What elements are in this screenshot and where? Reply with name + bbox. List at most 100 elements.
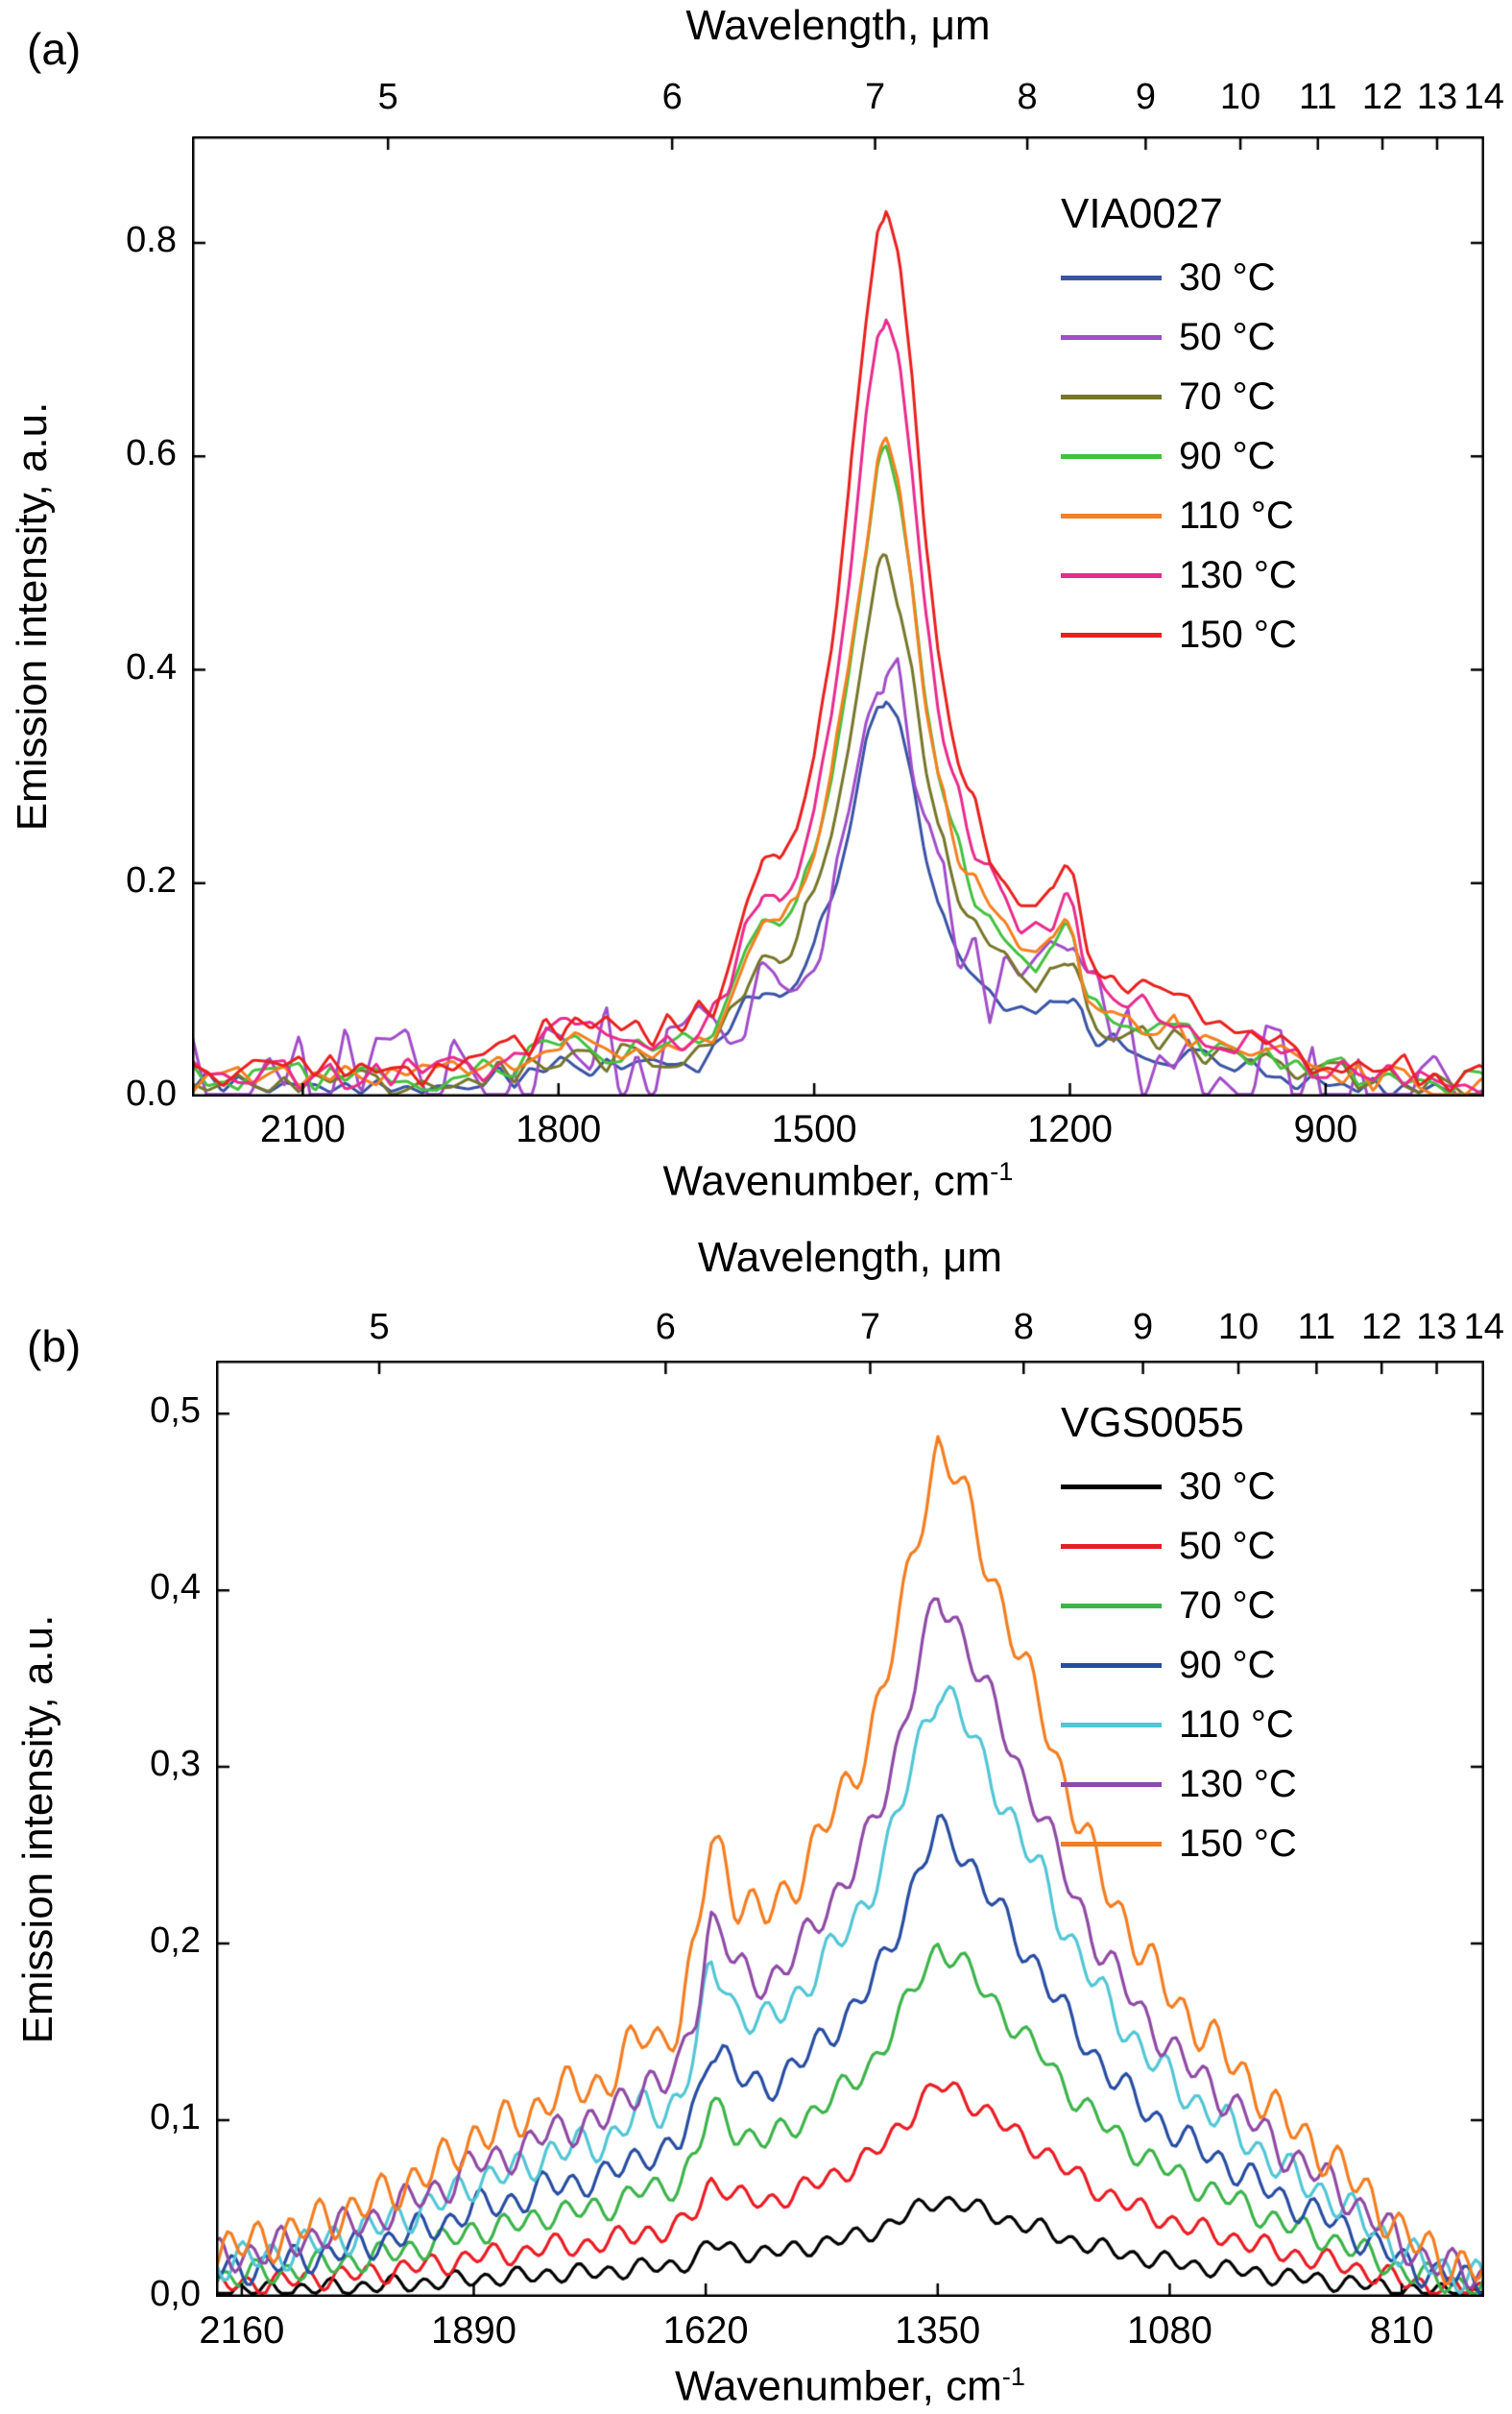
- legend-entry: 90 °C: [1061, 426, 1297, 486]
- legend-a: VIA0027 30 °C 50 °C 70 °C 90 °C 110 °C 130 °C…: [1061, 190, 1297, 664]
- y-tick-label: 0.8: [126, 220, 177, 261]
- legend-entry-label: 70 °C: [1179, 374, 1276, 418]
- top-tick-label: 13: [1416, 1307, 1457, 1347]
- y-tick-label: 0,4: [150, 1567, 201, 1608]
- y-tick-label: 0,1: [150, 2097, 201, 2138]
- top-tick-label: 10: [1219, 77, 1261, 117]
- top-tick-label: 5: [369, 1307, 390, 1347]
- y-tick-label: 0,2: [150, 1920, 201, 1962]
- spectra-plot-a: [192, 136, 1484, 1097]
- top-tick-label: 11: [1299, 77, 1337, 117]
- legend-line-swatch: [1061, 572, 1162, 578]
- legend-entry: 110 °C: [1061, 1695, 1297, 1754]
- y-axis-title-text: Emission intensity, a.u.: [14, 1614, 61, 2043]
- legend-entry: 30 °C: [1061, 1457, 1297, 1516]
- top-tick-label: 6: [661, 77, 683, 117]
- legend-entry: 30 °C: [1061, 248, 1297, 307]
- top-tick-label: 9: [1135, 77, 1156, 117]
- legend-entry-label: 150 °C: [1179, 1822, 1297, 1865]
- panel-b: (b) Wavelength, μm Emission intensity, a…: [0, 1207, 1512, 2414]
- top-tick-label: 7: [864, 77, 886, 117]
- y-tick-label: 0.4: [126, 646, 177, 688]
- legend-line-swatch: [1061, 632, 1162, 638]
- y-axis-title-b: Emission intensity, a.u.: [14, 1614, 62, 2043]
- x-tick-label: 1500: [771, 1108, 857, 1150]
- x-tick-label: 1620: [662, 2309, 749, 2352]
- legend-entry-label: 130 °C: [1179, 553, 1297, 596]
- top-tick-label: 8: [1017, 77, 1038, 117]
- legend-entry: 110 °C: [1061, 486, 1297, 545]
- legend-entry: 130 °C: [1061, 1754, 1297, 1814]
- legend-entry: 70 °C: [1061, 367, 1297, 426]
- top-tick-label: 9: [1133, 1307, 1154, 1347]
- legend-entry: 70 °C: [1061, 1576, 1297, 1635]
- legend-entry-label: 50 °C: [1179, 315, 1276, 358]
- legend-line-swatch: [1061, 1662, 1162, 1668]
- legend-entry-label: 90 °C: [1179, 1643, 1276, 1686]
- x-tick-label: 1350: [895, 2309, 981, 2352]
- x-axis-title-sup: -1: [990, 1156, 1014, 1186]
- x-axis-title-text: Wavenumber, cm: [675, 2362, 1002, 2410]
- x-axis-title-sup: -1: [1001, 2361, 1025, 2391]
- top-tick-label: 8: [1013, 1307, 1034, 1347]
- legend-entry-label: 110 °C: [1179, 494, 1294, 537]
- y-tick-label: 0,0: [150, 2274, 201, 2314]
- top-tick-label: 10: [1217, 1307, 1260, 1347]
- x-tick-label: 1800: [516, 1108, 602, 1150]
- legend-line-swatch: [1061, 1722, 1162, 1727]
- x-tick-label: 1200: [1026, 1108, 1113, 1150]
- y-tick-label: 0,3: [150, 1744, 201, 1785]
- top-tick-label: 7: [859, 1307, 881, 1347]
- top-tick-label: 6: [655, 1307, 676, 1347]
- top-tick-label: 12: [1361, 77, 1404, 117]
- x-tick-label: 1080: [1126, 2309, 1212, 2352]
- legend-entry-label: 30 °C: [1179, 255, 1276, 299]
- legend-entry: 130 °C: [1061, 545, 1297, 605]
- y-tick-label: 0.6: [126, 433, 177, 474]
- legend-title: VGS0055: [1061, 1399, 1244, 1446]
- legend-line-swatch: [1061, 1484, 1162, 1489]
- y-axis-title-text: Emission intensity, a.u.: [9, 401, 56, 832]
- x-tick-label: 2160: [199, 2309, 285, 2352]
- legend-line-swatch: [1061, 394, 1162, 399]
- spectra-plot-b: [216, 1361, 1484, 2297]
- legend-items: 30 °C 50 °C 70 °C 90 °C 110 °C 130 °C 150 °C: [1061, 1457, 1297, 1873]
- y-axis-title-a: Emission intensity, a.u.: [9, 402, 57, 832]
- top-tick-label: 11: [1297, 1307, 1336, 1347]
- x-axis-title-b: Wavenumber, cm-1: [216, 2361, 1484, 2411]
- top-axis-title-a: Wavelength, μm: [192, 2, 1484, 50]
- legend-line-swatch: [1061, 513, 1162, 519]
- top-tick-label: 14: [1463, 1307, 1504, 1347]
- legend-entry: 50 °C: [1061, 307, 1297, 367]
- legend-line-swatch: [1061, 1841, 1162, 1847]
- legend-b: VGS0055 30 °C 50 °C 70 °C 90 °C 110 °C 130 °C…: [1061, 1399, 1297, 1873]
- x-tick-label: 810: [1369, 2309, 1434, 2352]
- panel-a-label: (a): [27, 24, 82, 74]
- top-tick-label: 14: [1463, 77, 1504, 117]
- legend-entry: 150 °C: [1061, 605, 1297, 664]
- legend-entry: 50 °C: [1061, 1516, 1297, 1576]
- legend-entry: 90 °C: [1061, 1635, 1297, 1695]
- legend-entry-label: 110 °C: [1179, 1702, 1294, 1746]
- legend-line-swatch: [1061, 275, 1162, 280]
- legend-entry: 150 °C: [1061, 1814, 1297, 1873]
- panel-b-label: (b): [27, 1321, 82, 1371]
- x-axis-title-a: Wavenumber, cm-1: [192, 1156, 1484, 1206]
- legend-line-swatch: [1061, 1781, 1162, 1787]
- legend-entry-label: 30 °C: [1179, 1464, 1276, 1508]
- legend-line-swatch: [1061, 453, 1162, 459]
- legend-entry-label: 130 °C: [1179, 1762, 1297, 1805]
- y-tick-label: 0.0: [126, 1074, 177, 1114]
- top-tick-label: 12: [1361, 1307, 1403, 1347]
- x-tick-label: 1890: [430, 2309, 516, 2352]
- legend-entry-label: 70 °C: [1179, 1583, 1276, 1627]
- top-axis-title-text: Wavelength, μm: [697, 1234, 1003, 1281]
- legend-entry-label: 50 °C: [1179, 1524, 1276, 1567]
- y-tick-label: 0,5: [150, 1390, 201, 1432]
- panel-a: (a) Wavelength, μm Emission intensity, a…: [9, 2, 1504, 1206]
- legend-entry-label: 150 °C: [1179, 613, 1297, 656]
- legend-items: 30 °C 50 °C 70 °C 90 °C 110 °C 130 °C 150 °C: [1061, 248, 1297, 664]
- top-axis-title-b: Wavelength, μm: [216, 1234, 1484, 1282]
- top-axis-title-text: Wavelength, μm: [685, 2, 991, 49]
